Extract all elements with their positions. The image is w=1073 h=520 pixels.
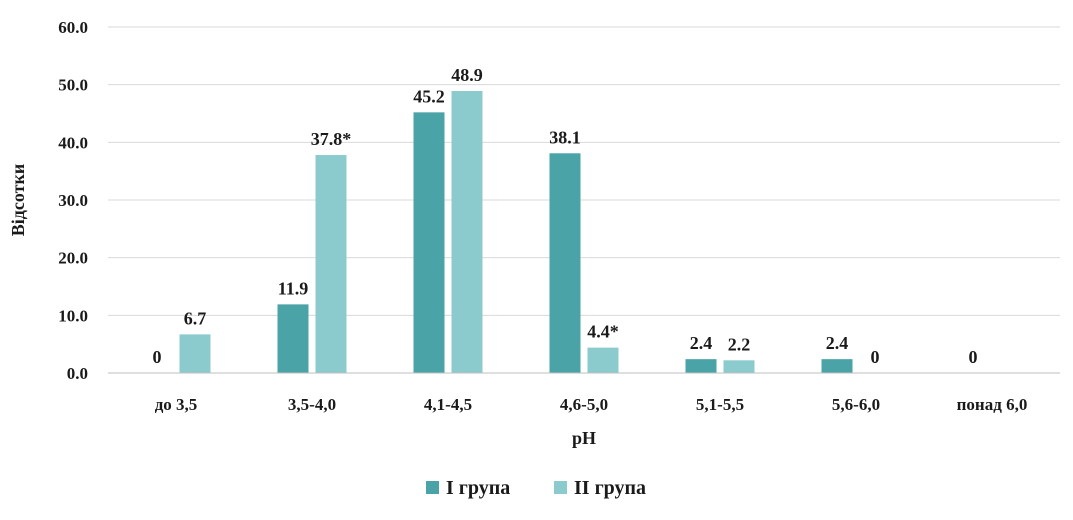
bar — [451, 91, 483, 373]
data-label: 0 — [871, 347, 880, 367]
y-tick-label: 0.0 — [67, 364, 88, 383]
legend: I група II група — [426, 477, 646, 499]
data-label: 37.8* — [311, 129, 352, 149]
x-axis-categories: до 3,5 3,5-4,0 4,1-4,5 4,6-5,0 5,1-5,5 5,6-6,… — [155, 395, 1028, 414]
y-tick-label: 30.0 — [58, 191, 88, 210]
y-tick-label: 60.0 — [58, 18, 88, 37]
y-axis-ticks: 0.0 10.0 20.0 30.0 40.0 50.0 60.0 — [58, 18, 88, 383]
legend-label: II група — [574, 477, 646, 499]
data-label: 6.7 — [184, 308, 207, 328]
bars — [179, 91, 853, 373]
x-tick-label: 4,1-4,5 — [424, 395, 472, 414]
data-label: 0 — [969, 347, 978, 367]
x-tick-label: 3,5-4,0 — [288, 395, 336, 414]
bar — [587, 347, 619, 373]
data-label: 2.2 — [728, 334, 751, 354]
gridlines — [108, 26, 1060, 316]
bar — [179, 334, 211, 373]
y-tick-label: 40.0 — [58, 133, 88, 152]
bar — [685, 359, 717, 373]
data-label: 4.4* — [587, 322, 619, 342]
data-label: 45.2 — [413, 86, 445, 106]
legend-swatch — [554, 481, 567, 494]
x-tick-label: до 3,5 — [155, 395, 198, 414]
bar — [277, 304, 309, 373]
y-axis-title: Відсотки — [8, 164, 28, 236]
data-label: 2.4 — [826, 333, 849, 353]
legend-swatch — [426, 481, 439, 494]
bar — [821, 359, 853, 373]
y-tick-label: 10.0 — [58, 306, 88, 325]
data-label: 11.9 — [278, 278, 309, 298]
y-tick-label: 20.0 — [58, 249, 88, 268]
bar — [315, 155, 347, 373]
data-label: 38.1 — [549, 127, 581, 147]
bar — [413, 112, 445, 373]
x-tick-label: 5,1-5,5 — [696, 395, 744, 414]
y-tick-label: 50.0 — [58, 76, 88, 95]
data-label: 0 — [153, 347, 162, 367]
bar — [723, 360, 755, 373]
legend-label: I група — [446, 477, 510, 499]
x-tick-label: 5,6-6,0 — [832, 395, 880, 414]
data-labels: 0 6.7 11.9 37.8* 45.2 48.9 38.1 4.4* 2.4 2.2 2.4 0 0 — [153, 65, 978, 367]
x-tick-label: понад 6,0 — [957, 395, 1028, 414]
x-tick-label: 4,6-5,0 — [560, 395, 608, 414]
data-label: 2.4 — [690, 333, 713, 353]
bar — [549, 153, 581, 373]
x-axis-title: pH — [572, 428, 596, 448]
data-label: 48.9 — [451, 65, 483, 85]
